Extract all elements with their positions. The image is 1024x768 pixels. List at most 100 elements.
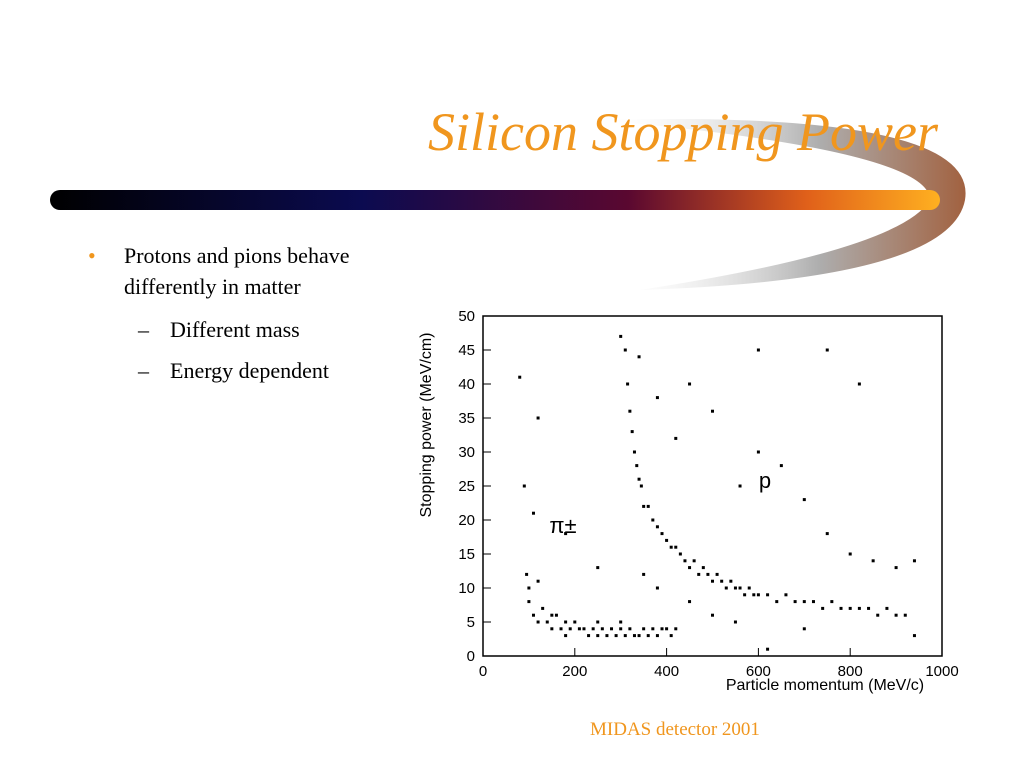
point — [610, 627, 614, 631]
y-tick-label: 10 — [458, 580, 475, 597]
point — [655, 634, 659, 638]
x-tick-label: 400 — [654, 663, 679, 680]
y-tick-label: 45 — [458, 342, 475, 359]
point — [568, 627, 572, 631]
point — [839, 606, 843, 610]
point — [857, 382, 861, 386]
dash: – — [137, 358, 150, 383]
point — [688, 566, 692, 570]
annotation: π± — [549, 513, 576, 538]
point — [738, 484, 742, 488]
point — [628, 627, 632, 631]
point — [596, 634, 600, 638]
point — [531, 511, 535, 515]
point — [848, 606, 852, 610]
point — [669, 545, 673, 549]
point — [674, 436, 678, 440]
point — [564, 634, 568, 638]
point — [587, 634, 591, 638]
point — [729, 579, 733, 583]
point — [793, 600, 797, 604]
point — [711, 613, 714, 617]
point — [912, 559, 916, 563]
point — [614, 634, 618, 638]
point — [706, 572, 710, 576]
point — [642, 504, 646, 508]
point — [701, 566, 705, 570]
point — [894, 566, 898, 570]
y-tick-label: 20 — [458, 512, 475, 529]
slide-title: Silicon Stopping Power — [428, 102, 939, 162]
point — [756, 450, 760, 454]
x-tick-label: 800 — [838, 663, 863, 680]
point — [688, 600, 692, 604]
point — [660, 627, 664, 631]
point — [518, 375, 522, 379]
sub-bullet: Different mass — [170, 317, 300, 342]
point — [688, 382, 692, 386]
point — [660, 532, 664, 536]
point — [720, 579, 724, 583]
y-tick-label: 25 — [458, 478, 475, 495]
swoosh — [600, 119, 966, 290]
point — [766, 647, 770, 651]
point — [830, 600, 834, 604]
point — [683, 559, 687, 563]
point — [903, 613, 907, 617]
point — [665, 627, 669, 631]
point — [665, 538, 669, 542]
bullet-box: Protons and pions behave differently in … — [124, 243, 350, 299]
point — [637, 477, 641, 481]
point — [600, 627, 604, 631]
point — [536, 579, 540, 583]
point — [596, 566, 600, 570]
point — [642, 572, 646, 576]
point — [711, 579, 714, 583]
point — [752, 593, 756, 597]
point — [564, 620, 568, 624]
point — [871, 559, 875, 563]
plot-frame — [482, 315, 943, 657]
point — [605, 634, 609, 638]
x-axis-label: Particle momentum (MeV/c) — [726, 677, 924, 694]
point — [531, 613, 535, 617]
x-tick-label: 200 — [562, 663, 587, 680]
point — [619, 334, 623, 338]
x-tick-label: 600 — [746, 663, 771, 680]
bullet-dot: • — [88, 243, 96, 268]
y-tick-label: 0 — [467, 648, 475, 665]
point — [582, 627, 586, 631]
point — [564, 532, 568, 536]
point — [550, 627, 554, 631]
annotation: p — [759, 468, 771, 493]
point — [628, 409, 632, 413]
point — [674, 627, 678, 631]
point — [536, 416, 540, 420]
point — [596, 620, 600, 624]
y-tick-label: 50 — [458, 308, 475, 325]
point — [876, 613, 880, 617]
point — [743, 593, 747, 597]
bullet-text: Protons and pions behave differently in … — [124, 243, 350, 299]
point — [711, 409, 714, 413]
point — [646, 504, 650, 508]
point — [623, 348, 627, 352]
point — [632, 450, 636, 454]
point — [651, 518, 655, 522]
point — [536, 620, 540, 624]
point — [867, 606, 871, 610]
point — [651, 627, 655, 631]
sub-bullet: Energy dependent — [170, 358, 329, 383]
y-axis-label: Stopping power (MeV/cm) — [418, 333, 435, 518]
point — [642, 627, 646, 631]
point — [857, 606, 861, 610]
y-tick-label: 15 — [458, 546, 475, 563]
point — [522, 484, 526, 488]
point — [894, 613, 898, 617]
point — [766, 593, 770, 597]
point — [738, 586, 742, 590]
point — [577, 627, 581, 631]
y-tick-label: 40 — [458, 376, 475, 393]
point — [724, 586, 728, 590]
